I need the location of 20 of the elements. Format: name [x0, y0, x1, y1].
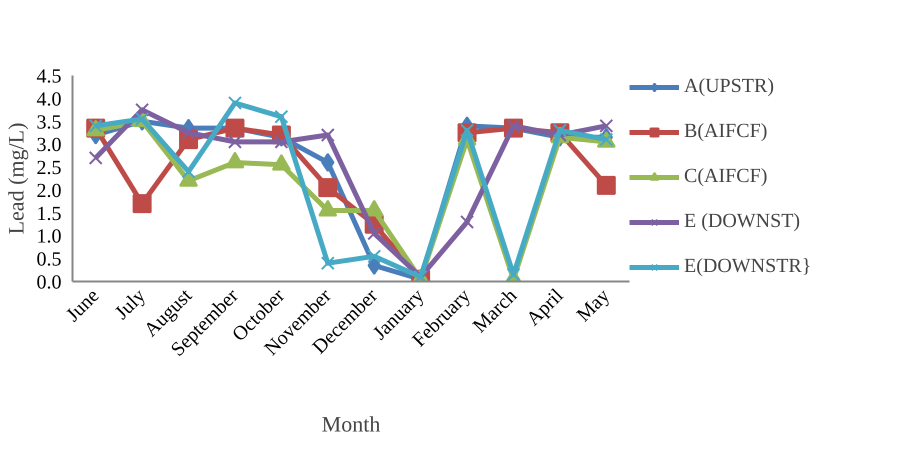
legend-label: A(UPSTR)	[684, 75, 774, 98]
y-tick-label: 1.5	[36, 202, 62, 225]
y-axis-title: Lead (mg/L)	[4, 122, 28, 234]
legend-label: E (DOWNST)	[684, 210, 800, 233]
y-tick-label: 4.5	[36, 66, 62, 88]
y-tick-label: 0.0	[36, 272, 62, 294]
x-axis-title: Month	[322, 412, 380, 437]
y-tick-label: 2.0	[36, 180, 62, 202]
legend-label: E(DOWNSTR}	[684, 255, 812, 278]
y-tick-label: 3.5	[36, 111, 62, 134]
y-tick-label: 0.5	[36, 248, 62, 271]
x-tick-label: June	[62, 284, 104, 326]
x-tick-label: July	[110, 284, 150, 324]
legend-label: C(AIFCF)	[684, 165, 768, 188]
y-tick-label: 2.5	[36, 157, 62, 180]
y-tick-label: 4.0	[36, 88, 62, 110]
y-tick-label: 3.0	[36, 134, 62, 156]
legend-label: B(AIFCF)	[684, 120, 768, 143]
x-tick-label: May	[572, 284, 614, 326]
y-tick-label: 1.0	[36, 226, 62, 248]
